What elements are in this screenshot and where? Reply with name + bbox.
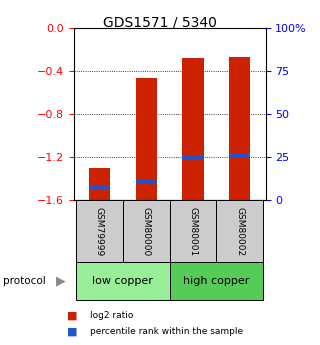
Text: high copper: high copper [183,276,250,286]
Text: GSM80000: GSM80000 [142,207,151,256]
Text: ■: ■ [67,326,78,336]
Bar [170,200,216,262]
Text: GSM80001: GSM80001 [188,207,197,256]
Text: log2 ratio: log2 ratio [90,311,133,320]
Text: low copper: low copper [92,276,153,286]
Text: GSM79999: GSM79999 [95,207,104,256]
Bar [76,200,123,262]
Bar [136,179,157,183]
Text: GDS1571 / 5340: GDS1571 / 5340 [103,16,217,30]
Bar [123,200,170,262]
Bar [182,58,204,200]
Text: GSM80002: GSM80002 [235,207,244,256]
Text: protocol: protocol [3,276,46,286]
Text: ▶: ▶ [56,275,66,288]
Bar [89,168,110,200]
Bar [170,262,263,300]
Bar [182,155,204,159]
Bar [136,78,157,200]
Text: ■: ■ [67,311,78,321]
Bar [229,152,250,157]
Bar [229,57,250,200]
Bar [89,185,110,189]
Text: percentile rank within the sample: percentile rank within the sample [90,327,243,336]
Bar [216,200,263,262]
Bar [76,262,170,300]
